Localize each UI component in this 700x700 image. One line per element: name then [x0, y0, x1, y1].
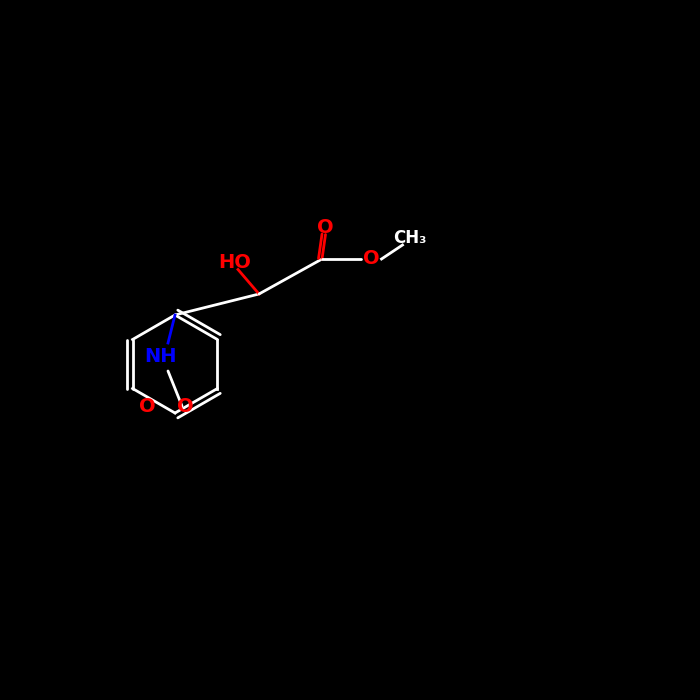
Text: O: O	[177, 396, 194, 416]
Text: HO: HO	[218, 253, 251, 272]
Text: NH: NH	[145, 347, 177, 367]
Text: O: O	[317, 218, 334, 237]
Text: CH₃: CH₃	[393, 229, 426, 247]
Text: O: O	[139, 396, 155, 416]
Text: O: O	[363, 249, 379, 269]
